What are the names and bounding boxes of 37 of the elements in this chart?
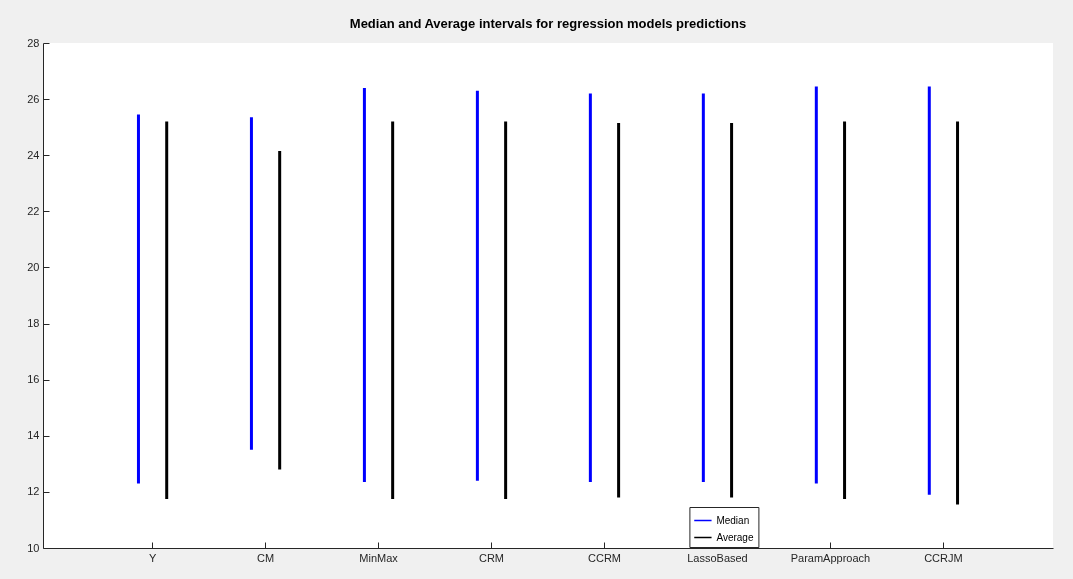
- x-tick-label: CRM: [478, 551, 505, 564]
- x-tick-label: CM: [257, 551, 275, 564]
- x-tick-label: LassoBased: [687, 551, 748, 564]
- y-tick-label: 14: [27, 429, 40, 442]
- x-tick-label: Y: [148, 551, 157, 564]
- y-tick-label: 12: [27, 485, 40, 498]
- x-tick-label: CCRM: [587, 551, 621, 564]
- legend-label: Median: [716, 514, 750, 526]
- y-tick-label: 18: [27, 317, 40, 330]
- y-tick-label: 22: [27, 204, 40, 217]
- bar: [504, 121, 508, 499]
- bar: [136, 114, 140, 484]
- y-tick-label: 20: [27, 260, 40, 273]
- bar: [249, 117, 253, 450]
- bar: [165, 121, 169, 499]
- bar: [391, 121, 395, 499]
- bar: [927, 86, 931, 495]
- bar: [475, 90, 479, 481]
- bar: [843, 121, 847, 499]
- bar: [701, 93, 705, 483]
- legend-label: Average: [716, 531, 754, 543]
- y-tick-label: 24: [27, 148, 40, 161]
- bar: [956, 121, 960, 505]
- bar: [588, 93, 592, 483]
- y-tick-label: 28: [27, 36, 40, 49]
- y-tick-label: 10: [27, 541, 40, 554]
- y-tick-label: 26: [27, 92, 40, 105]
- y-tick-label: 16: [27, 373, 40, 386]
- bar: [617, 122, 621, 498]
- x-tick-label: ParamApproach: [790, 551, 871, 564]
- x-tick-label: MinMax: [359, 551, 399, 564]
- chart-title: Median and Average intervals for regression models predictions: [349, 16, 747, 31]
- bar: [730, 122, 734, 498]
- bar: [814, 86, 818, 484]
- bar: [362, 87, 366, 483]
- x-tick-label: CCRJM: [924, 551, 963, 564]
- bar: [278, 151, 282, 470]
